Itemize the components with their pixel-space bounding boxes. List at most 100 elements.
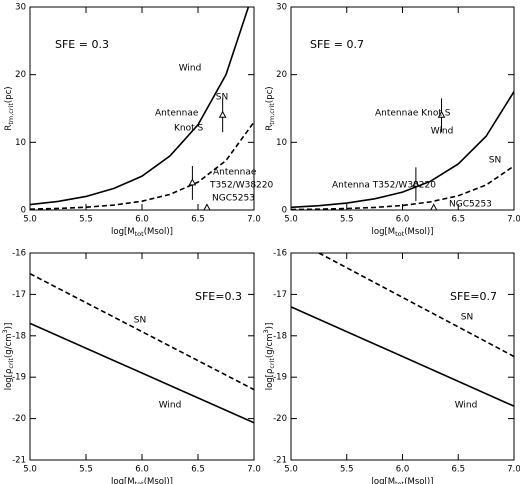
y-tick-label: -20 <box>12 414 26 424</box>
y-axis-label-part: tm,crit <box>7 103 15 125</box>
y-tick-label: -20 <box>273 414 287 424</box>
y-tick-label: -18 <box>273 331 287 341</box>
annotation: SFE=0.3 <box>195 290 242 303</box>
series-line <box>318 253 514 358</box>
y-tick-label: 10 <box>15 138 26 148</box>
x-tick-label: 6.5 <box>191 465 205 475</box>
x-tick-label: 5.5 <box>340 215 354 225</box>
point-marker <box>218 110 227 118</box>
annotation: NGC5253 <box>212 194 255 204</box>
x-axis-label-part: tot <box>395 230 405 238</box>
x-tick-label: 6.5 <box>451 465 465 475</box>
x-tick-label: 5.5 <box>79 215 93 225</box>
series-line <box>291 306 514 407</box>
annotation: NGC5253 <box>449 200 492 210</box>
x-tick-label: 6.5 <box>451 215 465 225</box>
x-tick-label: 6.0 <box>135 215 149 225</box>
y-tick-label: -18 <box>12 331 26 341</box>
y-axis-label-part: R <box>265 125 275 131</box>
x-tick-label: 7.0 <box>247 215 261 225</box>
series-label: SN <box>461 313 473 323</box>
x-axis-label-part: tot <box>135 230 145 238</box>
point-marker <box>412 179 420 187</box>
x-tick-label: 6.0 <box>135 465 149 475</box>
annotation: SFE = 0.3 <box>55 38 109 51</box>
x-axis-label-part: (Msol)] <box>404 477 433 484</box>
y-axis-label-part: tm,crit <box>268 103 276 125</box>
x-axis-label-part: log[M <box>111 227 135 237</box>
x-tick-label: 7.0 <box>247 465 261 475</box>
x-axis-label: log[Mtot(Msol)] <box>372 227 434 239</box>
x-tick-label: 7.0 <box>507 465 520 475</box>
y-axis-label-part: log[ρ <box>4 369 14 391</box>
y-tick-label: 10 <box>276 138 287 148</box>
series-line <box>30 322 254 424</box>
x-axis-label: log[Mtot(Msol)] <box>372 477 434 484</box>
annotation: Antennae Knot S <box>375 109 451 119</box>
y-axis-label-part: (g/cm <box>265 333 275 358</box>
series-label: Wind <box>455 401 478 411</box>
x-axis-label: log[Mtot(Msol)] <box>111 477 173 484</box>
y-axis-label-part: log[ρ <box>265 369 275 391</box>
series-label: Wind <box>159 401 182 411</box>
y-tick-label: -17 <box>12 290 26 300</box>
annotation: T352/W38220 <box>209 181 274 191</box>
y-tick-label: -16 <box>273 249 287 259</box>
x-tick-label: 5.0 <box>284 215 298 225</box>
annotation: Knot S <box>174 124 204 134</box>
y-axis-label-part: (pc) <box>4 86 14 103</box>
series-line <box>291 91 514 209</box>
annotation: Antennae <box>213 168 257 178</box>
y-axis-label-part: crit <box>7 358 15 369</box>
x-axis-label-part: log[M <box>372 477 396 484</box>
y-axis-label: Rtm,crit(pc) <box>4 86 16 130</box>
annotation: Antennae <box>155 109 199 119</box>
series-line <box>30 121 254 210</box>
x-axis-label-part: log[M <box>372 227 396 237</box>
point-marker <box>203 203 211 211</box>
y-axis-label-part: 3 <box>1 329 9 333</box>
annotation: SFE = 0.7 <box>310 38 364 51</box>
x-axis-label-part: (Msol)] <box>404 227 433 237</box>
x-tick-label: 5.0 <box>284 465 298 475</box>
series-label: Wind <box>179 64 202 74</box>
y-tick-label: -17 <box>273 290 287 300</box>
y-axis-label-part: (g/cm <box>4 333 14 358</box>
x-tick-label: 7.0 <box>507 215 520 225</box>
y-tick-label: 30 <box>15 3 26 13</box>
x-axis-label-part: log[M <box>111 477 135 484</box>
y-axis-label-part: 3 <box>262 329 270 333</box>
x-tick-label: 5.0 <box>23 465 37 475</box>
x-axis-label: log[Mtot(Msol)] <box>111 227 173 239</box>
y-axis-label: log[ρcrit(g/cm3)] <box>262 323 276 391</box>
y-axis-label-part: crit <box>268 358 276 369</box>
x-axis-label-part: tot <box>395 480 405 484</box>
y-axis-label-part: )] <box>265 323 275 330</box>
x-tick-label: 5.5 <box>79 465 93 475</box>
annotation: SFE=0.7 <box>450 290 497 303</box>
y-tick-label: 20 <box>276 70 287 80</box>
y-tick-label: 30 <box>276 3 287 13</box>
y-tick-label: -19 <box>12 373 26 383</box>
y-tick-label: -21 <box>12 456 26 466</box>
y-tick-label: -16 <box>12 249 26 259</box>
x-axis-label-part: tot <box>135 480 145 484</box>
point-marker <box>429 203 438 211</box>
y-axis-label-part: )] <box>4 323 14 330</box>
series-label: SN <box>489 156 501 166</box>
y-tick-label: 20 <box>15 70 26 80</box>
x-tick-label: 6.0 <box>396 215 410 225</box>
x-axis-label-part: (Msol)] <box>144 227 173 237</box>
y-axis-label: Rtm,crit(pc) <box>265 86 277 130</box>
x-tick-label: 6.5 <box>191 215 205 225</box>
y-tick-label: -21 <box>273 456 287 466</box>
point-marker <box>188 178 197 186</box>
x-tick-label: 5.5 <box>340 465 354 475</box>
annotation: Antenna T352/W38220 <box>332 181 436 191</box>
y-axis-label: log[ρcrit(g/cm3)] <box>1 323 15 391</box>
y-tick-label: 0 <box>21 206 26 216</box>
series-line <box>30 272 254 391</box>
series-line <box>291 165 514 210</box>
y-axis-label-part: (pc) <box>265 86 275 103</box>
